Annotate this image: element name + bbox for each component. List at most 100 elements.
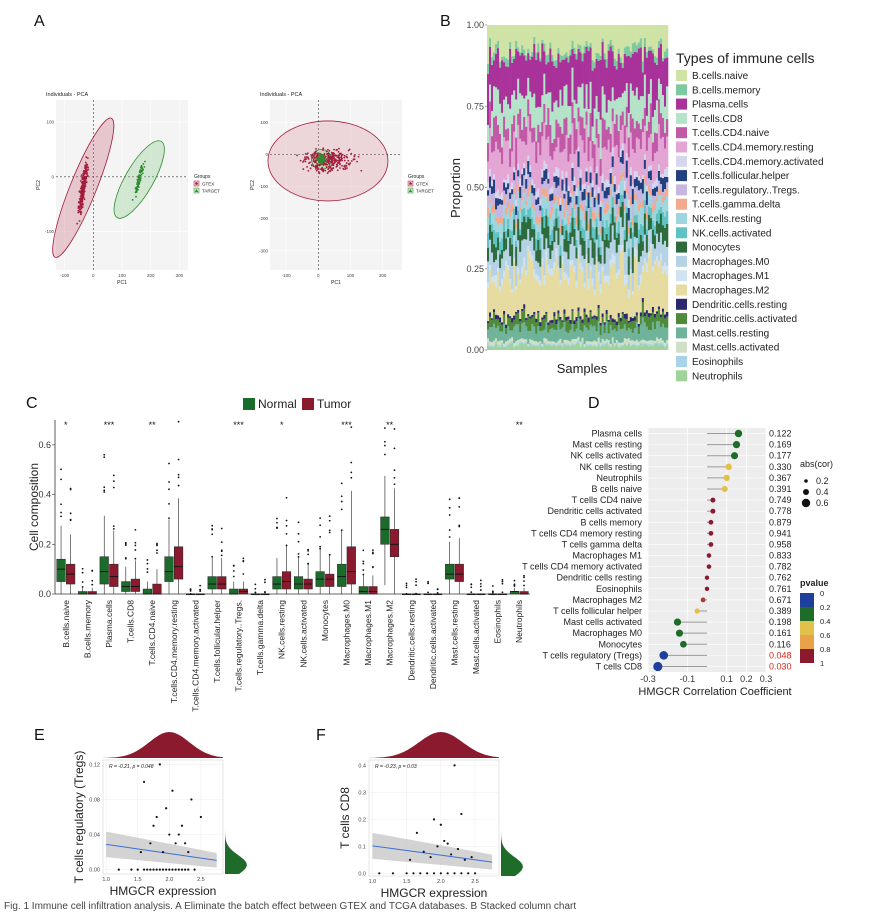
b-stack-segment [593,228,596,243]
b-stack-segment [627,256,631,275]
gtex-point [84,181,87,184]
b-stack-segment [655,178,659,187]
b-stack-segment [489,199,492,203]
gtex-point [76,222,79,225]
b-stack-segment [497,224,500,232]
b-stack-segment [571,236,574,261]
b-stack-segment [489,38,492,47]
c-outlier [340,500,343,503]
c-outlier [513,583,516,586]
b-stack-segment [595,316,598,320]
b-stack-segment [647,257,651,314]
gtex-point [339,163,341,166]
b-stack-segment [577,307,580,311]
gtex-point [341,153,343,156]
b-stack-segment [489,224,492,240]
c-outlier [81,567,84,570]
b-stack-segment [631,273,635,291]
b-stack-segment [519,318,522,322]
gtex-point [316,164,319,167]
b-stack-segment [609,189,612,197]
sc-x-tick: 2.0 [165,877,173,883]
b-stack-segment [661,196,665,203]
b-stack-segment [487,161,490,183]
c-outlier [405,582,408,585]
gtex-point [332,153,335,156]
d-category-label: Mast cells resting [572,440,642,450]
b-stack-segment [517,184,520,192]
b-stack-segment [645,115,649,131]
c-outlier [242,557,245,560]
b-stack-segment [547,248,550,265]
b-stack-segment [525,270,528,276]
b-stack-segment [557,313,560,322]
b-stack-segment [611,87,614,109]
b-stack-segment [559,255,562,269]
pca-y-tick: 0 [265,152,268,157]
b-legend-key [676,327,687,339]
b-stack-segment [581,53,584,62]
c-outlier [177,473,180,476]
b-stack-segment [545,215,548,239]
b-stack-segment [535,345,538,350]
b-stack-segment [513,131,516,168]
c-outlier [103,489,106,492]
b-stack-segment [633,42,637,52]
b-stack-segment [599,325,602,336]
d-color-legend-swatch [800,593,814,607]
b-stack-segment [631,149,635,185]
b-stack-segment [597,234,600,248]
b-stack-segment [617,274,621,313]
b-stack-segment [601,38,604,42]
d-pvalue-label: 0.367 [769,473,792,483]
b-stack-segment [651,189,655,196]
b-stack-segment [557,48,560,54]
c-box [174,546,184,580]
b-stack-segment [615,69,619,100]
b-stack-segment [495,221,498,233]
gtex-point [314,161,316,164]
b-stack-segment [603,190,606,199]
b-stack-segment [523,163,526,169]
b-stack-segment [643,159,647,169]
b-stack-segment [657,306,661,310]
b-stack-segment [583,325,586,344]
b-stack-segment [583,128,586,153]
b-stack-segment [567,161,570,186]
b-stack-segment [553,25,556,61]
b-stack-segment [607,248,610,276]
b-stack-segment [663,342,667,346]
b-stack-segment [643,213,647,235]
b-stack-segment [631,25,635,44]
b-stack-segment [501,56,504,61]
b-stack-segment [539,342,542,345]
gtex-point [314,152,317,155]
b-stack-segment [537,25,540,44]
c-outlier [448,514,451,516]
b-stack-segment [491,277,494,283]
gtex-point [304,156,306,158]
b-stack-segment [633,236,637,248]
b-stack-segment [527,345,530,347]
b-stack-segment [579,208,582,220]
target-point [321,155,324,158]
b-stack-segment [543,315,546,319]
b-stack-segment [653,202,657,210]
c-outlier [458,497,461,500]
b-legend-label: Plasma.cells [692,100,748,111]
b-stack-segment [567,345,570,350]
b-stack-segment [637,203,641,212]
sc-point [142,868,146,871]
b-stack-segment [647,251,651,258]
b-stack-segment [643,183,647,201]
b-stack-segment [539,344,542,350]
b-stack-segment [557,340,560,344]
b-stack-segment [517,218,520,241]
b-stack-segment [575,216,578,225]
b-stack-segment [611,44,614,52]
c-outlier [60,515,62,518]
b-stack-segment [487,345,490,350]
b-stack-segment [605,67,608,113]
b-stack-segment [533,195,536,208]
b-stack-segment [511,342,514,350]
